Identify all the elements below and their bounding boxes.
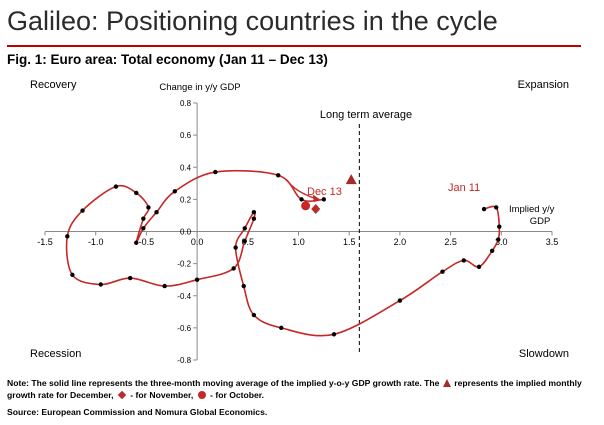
y-tick-label: -0.2 <box>177 260 191 269</box>
chart-footnote: Note: The solid line represents the thre… <box>7 378 582 400</box>
x-tick-label: -1.5 <box>37 237 53 247</box>
data-point <box>231 266 236 271</box>
data-point <box>213 169 218 175</box>
series-start-label: Jan 11 <box>448 182 480 194</box>
data-point <box>496 237 501 242</box>
data-point <box>70 272 75 278</box>
data-point <box>65 234 70 239</box>
x-tick-label: -0.5 <box>139 237 155 247</box>
data-point <box>98 282 103 287</box>
data-point <box>127 275 133 281</box>
data-point <box>154 210 159 215</box>
figure-title: Fig. 1: Euro area: Total economy (Jan 11… <box>7 52 328 67</box>
data-point <box>276 173 281 178</box>
y-tick-label: 0.6 <box>180 131 192 140</box>
x-tick-label: 0.5 <box>242 237 255 247</box>
data-point <box>461 258 466 263</box>
data-point <box>172 189 177 194</box>
y-tick-label: -0.8 <box>177 356 191 365</box>
data-point <box>162 283 167 289</box>
data-point <box>242 226 247 231</box>
october-circle-marker <box>301 201 311 211</box>
data-point <box>494 205 499 210</box>
data-point <box>321 197 327 202</box>
series-line <box>65 169 501 337</box>
november-diamond-marker <box>311 204 321 215</box>
data-point <box>194 277 200 282</box>
y-tick-label: 0.8 <box>180 99 192 108</box>
y-tick-label: -0.4 <box>177 292 191 301</box>
data-point <box>242 238 247 244</box>
data-point <box>113 184 119 189</box>
long-term-average-label: Long term average <box>320 109 412 121</box>
data-point <box>497 224 502 229</box>
quadrant-label-recovery: Recovery <box>30 79 77 91</box>
data-point <box>440 269 445 274</box>
data-point <box>397 298 403 303</box>
data-point <box>251 216 257 221</box>
title-divider <box>7 45 581 47</box>
circle-marker-icon <box>197 390 206 399</box>
data-point <box>134 240 139 245</box>
quadrant-label-expansion: Expansion <box>518 79 569 91</box>
data-point <box>476 264 482 270</box>
december-triangle-marker <box>345 174 357 185</box>
triangle-marker-icon <box>442 379 451 387</box>
y-tick-label: 0.2 <box>180 195 192 204</box>
x-tick-label: 2.5 <box>444 237 457 247</box>
series-end-label: Dec 13 <box>307 186 342 198</box>
data-point <box>489 248 495 253</box>
x-tick-label: -1.0 <box>88 237 104 247</box>
x-tick-label: 3.0 <box>495 237 508 247</box>
data-point <box>141 226 146 231</box>
x-axis-label: Implied y/y GDP <box>509 204 557 227</box>
x-tick-label: 1.0 <box>292 237 305 247</box>
data-point <box>241 283 246 289</box>
data-point <box>146 205 151 210</box>
data-point <box>251 210 257 215</box>
y-tick-label: 0.4 <box>180 163 192 172</box>
page-title: Galileo: Positioning countries in the cy… <box>7 6 498 36</box>
data-point <box>279 325 284 331</box>
x-tick-label: 1.5 <box>343 237 356 247</box>
data-point <box>299 197 304 202</box>
data-point <box>80 208 85 213</box>
data-point <box>233 245 238 250</box>
data-point <box>141 216 146 221</box>
data-point <box>481 206 487 212</box>
diamond-marker-icon <box>117 390 127 399</box>
data-point <box>331 332 337 337</box>
x-tick-label: 0.0 <box>191 237 204 247</box>
quadrant-label-slowdown: Slowdown <box>519 348 569 360</box>
quadrant-label-recession: Recession <box>30 348 81 360</box>
data-point <box>251 312 257 318</box>
y-axis-label: Change in y/y GDP <box>159 82 240 93</box>
x-tick-label: 2.0 <box>394 237 407 247</box>
y-tick-label: 0.0 <box>180 228 192 237</box>
source-note: Source: European Commission and Nomura G… <box>7 407 268 417</box>
dec13-arrow <box>286 179 320 203</box>
x-tick-label: 3.5 <box>546 237 559 247</box>
y-tick-label: -0.6 <box>177 324 191 333</box>
data-point <box>134 190 139 196</box>
